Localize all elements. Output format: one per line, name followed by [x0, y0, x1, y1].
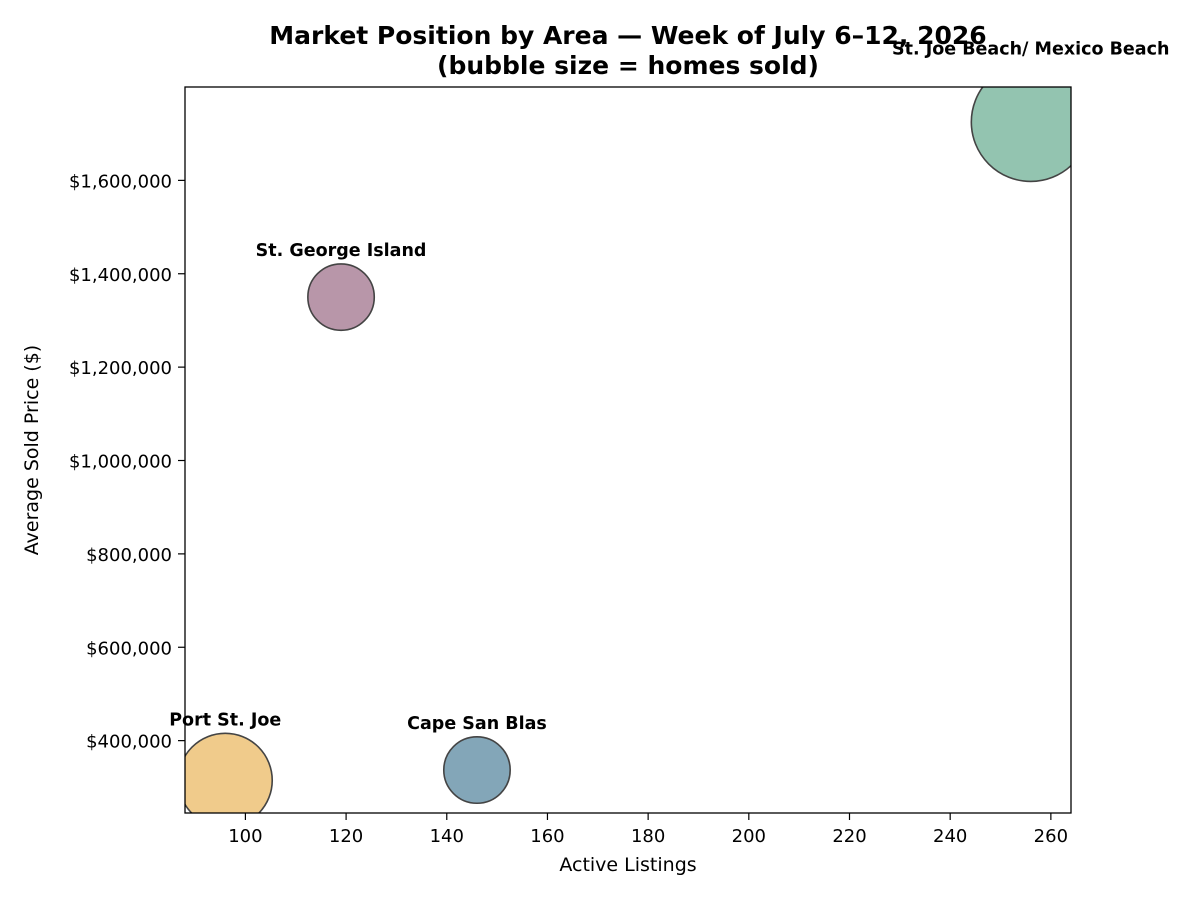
bubble-label-st-george-island: St. George Island [256, 241, 427, 261]
chart-title-line1: Market Position by Area — Week of July 6… [269, 21, 986, 50]
x-tick-label: 240 [933, 826, 967, 847]
x-tick-label: 120 [329, 826, 363, 847]
y-tick-label: $1,200,000 [69, 358, 172, 379]
x-tick-label: 160 [530, 826, 564, 847]
x-tick-label: 220 [832, 826, 866, 847]
x-tick-label: 180 [631, 826, 665, 847]
y-tick-label: $1,000,000 [69, 452, 172, 473]
bubble-labels-group: Port St. Joe Cape San Blas St. George Isla… [169, 40, 1169, 734]
y-tick-label: $400,000 [86, 732, 172, 753]
x-tick-label: 100 [228, 826, 262, 847]
y-axis-label: Average Sold Price ($) [21, 345, 43, 555]
bubble-st-joe-beach-mexico-beach [970, 87, 1071, 183]
y-tick-label: $1,400,000 [69, 265, 172, 286]
y-tick-label: $600,000 [86, 638, 172, 659]
bubble-port-st-joe [185, 732, 274, 813]
y-axis: $400,000 $600,000 $800,000 $1,000,000 $1,200… [69, 171, 185, 753]
x-axis-label: Active Listings [559, 854, 696, 876]
x-tick-label: 140 [430, 826, 464, 847]
x-axis: 100 120 140 160 180 200 220 240 260 [228, 813, 1068, 847]
bubble-label-st-joe-beach-mexico-beach: St. Joe Beach/ Mexico Beach [892, 40, 1169, 60]
x-tick-label: 260 [1034, 826, 1068, 847]
bubble-st-george-island [307, 263, 376, 332]
chart-title-line2: (bubble size = homes sold) [437, 51, 819, 80]
x-tick-label: 200 [732, 826, 766, 847]
bubble-cape-san-blas [442, 736, 511, 805]
bubble-label-cape-san-blas: Cape San Blas [407, 714, 547, 734]
bubble-label-port-st-joe: Port St. Joe [169, 710, 281, 730]
y-tick-label: $800,000 [86, 545, 172, 566]
y-tick-label: $1,600,000 [69, 171, 172, 192]
plot-frame [184, 86, 1072, 814]
bubbles-group [185, 87, 1071, 813]
